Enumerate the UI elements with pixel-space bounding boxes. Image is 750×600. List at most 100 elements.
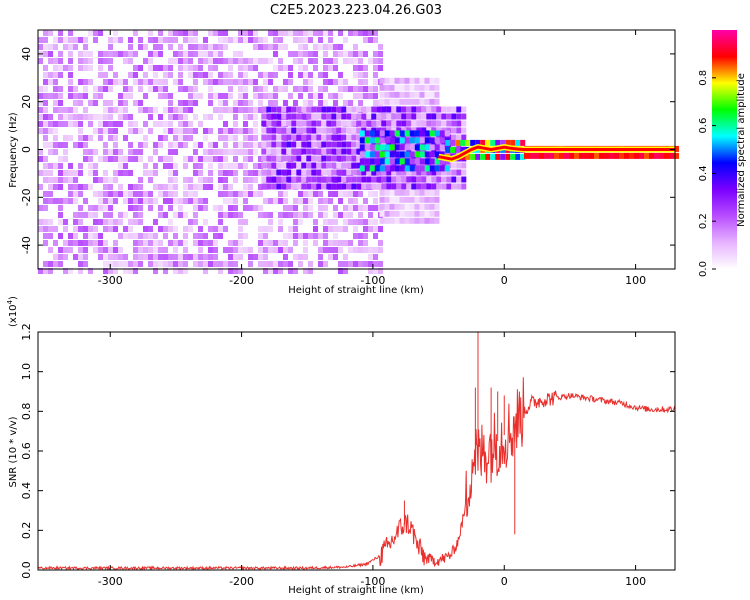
spectrogram-cell [213, 65, 218, 71]
spectrogram-cell [389, 210, 395, 217]
spectrogram-cell [373, 233, 378, 239]
spectrogram-cell [346, 141, 352, 148]
spectrogram-cell [429, 165, 435, 172]
spectrogram-cell [188, 100, 193, 106]
spectrogram-cell [311, 113, 317, 120]
spectrogram-cell [409, 165, 415, 172]
spectrogram-cell [444, 165, 450, 172]
spectrogram-cell [188, 65, 193, 71]
spectrogram-cell [434, 203, 440, 210]
spectrogram-cell [351, 162, 357, 169]
spectrogram-cell [138, 65, 143, 71]
spectrogram-cell [118, 261, 123, 267]
spectrogram-cell [113, 156, 118, 162]
spectrogram-cell [441, 176, 447, 183]
spectrogram-cell [248, 191, 253, 197]
spectrogram-cell [306, 148, 312, 155]
spectrogram-cell [451, 106, 457, 113]
spectrogram-cell [298, 30, 303, 36]
spectrogram-cell [208, 86, 213, 92]
spectrogram-cell [389, 151, 395, 158]
spectrogram-cell [208, 254, 213, 260]
spectrogram-cell [258, 163, 263, 169]
spectrogram-cell [356, 134, 362, 141]
spectrogram-cell [363, 51, 368, 57]
spectrogram-cell [88, 226, 93, 232]
spectrogram-cell [273, 51, 278, 57]
spectrogram-cell [248, 128, 253, 134]
spectrogram-cell [258, 86, 263, 92]
spectrogram-cell [373, 93, 378, 99]
spectrogram-cell [193, 65, 198, 71]
spectrogram-cell [88, 58, 93, 64]
spectrogram-cell [83, 261, 88, 267]
spectrogram-cell [386, 176, 392, 183]
spectrogram-cell [384, 130, 390, 137]
spectrogram-cell [223, 212, 228, 218]
spectrogram-cell [298, 254, 303, 260]
spectrogram-cell [261, 148, 267, 155]
spectrogram-cell [281, 169, 287, 176]
spectrogram-cell [173, 247, 178, 253]
spectrogram-cell [58, 142, 63, 148]
spectrogram-cell [68, 93, 73, 99]
spectrogram-cell [353, 65, 358, 71]
spectrogram-cell [384, 77, 390, 84]
x-tick-label: -100 [360, 274, 385, 287]
spectrogram-cell [98, 233, 103, 239]
spectrogram-cell [98, 198, 103, 204]
spectrogram-cell [343, 219, 348, 225]
spectrogram-cell [406, 169, 412, 176]
spectrogram-cell [366, 120, 372, 127]
spectrogram-cell [461, 162, 467, 169]
spectrogram-cell [261, 127, 267, 134]
spectrogram-cell [223, 72, 228, 78]
spectrogram-cell [188, 226, 193, 232]
spectrogram-cell [401, 106, 407, 113]
colorbar-ticks: 0.00.20.40.60.8 [698, 70, 716, 277]
spectrogram-cell [78, 114, 83, 120]
spectrogram-cell [379, 137, 385, 144]
spectrogram-cell [248, 156, 253, 162]
spectrogram-cell [351, 106, 357, 113]
spectrogram-cell [268, 226, 273, 232]
spectrogram-cell [153, 86, 158, 92]
spectrogram-cell [108, 198, 113, 204]
spectrogram-cell [43, 107, 48, 113]
spectrogram-cell [38, 184, 43, 190]
spectrogram-cell [118, 254, 123, 260]
spectrogram-cell [53, 58, 58, 64]
spectrogram-cell [168, 121, 173, 127]
spectrogram-cell [505, 139, 511, 146]
spectrogram-cell [318, 37, 323, 43]
spectrogram-cell [348, 30, 353, 36]
spectrogram-cell [43, 65, 48, 71]
spectrogram-cell [118, 219, 123, 225]
spectrogram-cell [203, 128, 208, 134]
spectrogram-cell [470, 153, 476, 160]
spectrogram-cell [446, 113, 452, 120]
spectrogram-cell [178, 107, 183, 113]
spectrogram-cell [373, 86, 378, 92]
spectrogram-cell [248, 79, 253, 85]
spectrogram-cell [68, 121, 73, 127]
spectrogram-cell [634, 152, 639, 159]
spectrogram-cell [258, 170, 263, 176]
spectrogram-cell [193, 254, 198, 260]
spectrogram-cell [83, 58, 88, 64]
spectrogram-cell [168, 170, 173, 176]
spectrogram-cell [323, 247, 328, 253]
spectrogram-cell [429, 144, 435, 151]
spectrogram-cell [500, 139, 506, 146]
spectrogram-cell [338, 198, 343, 204]
spectrogram-cell [456, 176, 462, 183]
spectrogram-cell [128, 268, 133, 274]
spectrogram-cell [328, 254, 333, 260]
spectrogram-cell [363, 219, 368, 225]
spectrogram-cell [78, 240, 83, 246]
spectrogram-cell [43, 93, 48, 99]
spectrogram-cell [158, 247, 163, 253]
spectrogram-cell [188, 191, 193, 197]
spectrogram-cell [456, 183, 462, 190]
spectrogram-cell [223, 142, 228, 148]
